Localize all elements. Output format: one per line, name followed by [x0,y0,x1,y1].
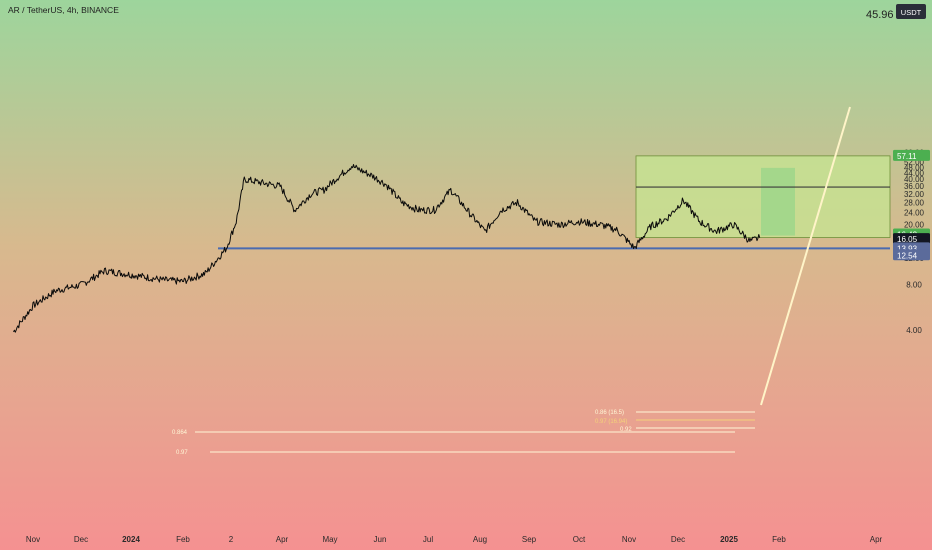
currency-badge[interactable]: USDT [901,8,922,17]
time-tick-label: May [322,535,337,544]
price-tick-label: 24.00 [904,209,925,218]
price-tag: 13.93 [897,244,918,253]
time-tick-label: Oct [573,535,586,544]
time-tick-label: Apr [276,535,289,544]
time-tick-label: Feb [772,535,786,544]
price-tick-label: 4.00 [906,326,922,335]
time-tick-label: Sep [522,535,537,544]
price-tick-label: 40.00 [904,175,925,184]
price-tag-bg [893,233,930,245]
price-tick-label: 32.00 [904,190,925,199]
time-tick-label: Nov [622,535,636,544]
fib-label: 0.86 (16.5) [595,410,624,416]
price-tick-label: 48.00 [904,163,925,172]
time-tick-label: 2024 [122,535,140,544]
fib-label: 0.97 (16.94) [595,419,627,425]
time-tick-label: Jul [423,535,433,544]
price-tag: 57.11 [897,152,917,161]
price-tick-label: 44.00 [904,169,925,178]
currency-badge-bg[interactable] [896,4,926,19]
forecast-projection-line[interactable] [760,106,851,406]
price-series-line [13,164,761,333]
time-tick-label: Feb [176,535,190,544]
fib-levels: 0.864 0.97 0.86 (16.5) 0.97 (16.94) 0.92 [172,410,755,456]
highlight-column [761,167,795,236]
time-tick-label: Dec [74,535,88,544]
symbol-title: AR / TetherUS, 4h, BINANCE [8,5,119,15]
fib-label: 0.97 [176,450,188,456]
time-tick-label: Aug [473,535,487,544]
price-tag: 12.54 [897,251,918,260]
fib-label: 0.92 [620,427,632,433]
time-tick-label: 2025 [720,535,738,544]
time-tick-label: Apr [870,535,883,544]
price-tick-label: 8.00 [906,281,922,290]
price-tag-bg [893,249,930,261]
time-tick-label: Nov [26,535,40,544]
time-tick-label: Dec [671,535,685,544]
price-tag-bg [893,149,930,161]
price-tick-label: 52.00 [904,158,925,167]
time-tick-label: Jun [374,535,387,544]
price-tag: 16.05 [897,235,918,244]
price-tick-label: 20.00 [904,221,925,230]
time-axis[interactable]: Nov Dec 2024 Feb 2 Apr May Jun Jul Aug Sep Oct Nov De… [26,535,883,544]
price-tick-label: 28.00 [904,199,925,208]
price-tick-label: 36.00 [904,182,925,191]
top-price-value: 45.96 [866,9,894,21]
price-axis-panel [890,22,932,528]
fib-label: 0.864 [172,430,188,436]
time-tick-label: 2 [229,535,234,544]
